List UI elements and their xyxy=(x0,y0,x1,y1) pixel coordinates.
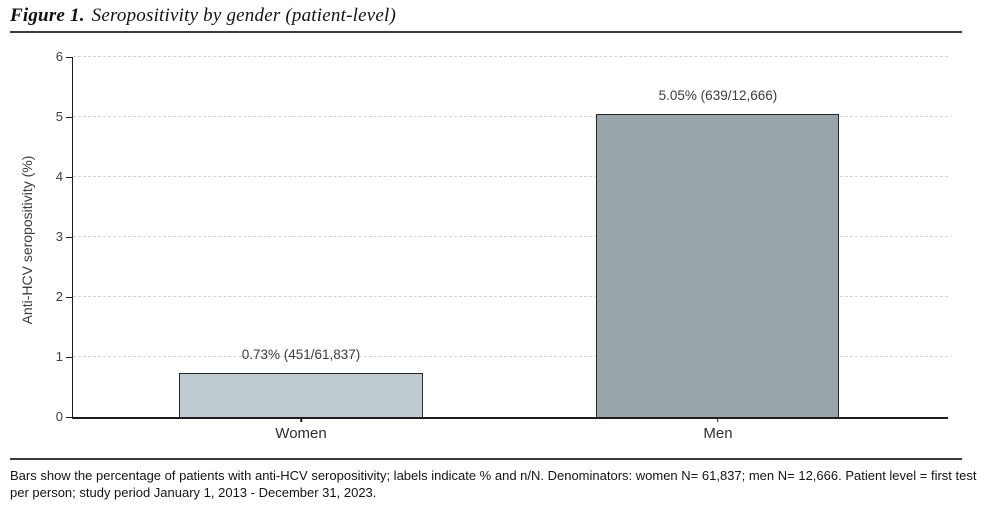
gridline xyxy=(73,236,948,237)
y-tick-label: 5 xyxy=(55,109,63,124)
y-axis-tick xyxy=(66,416,73,418)
gridline xyxy=(73,56,948,57)
gridline xyxy=(73,356,948,357)
y-axis-tick xyxy=(66,176,73,179)
y-tick-label: 3 xyxy=(55,229,63,244)
y-tick-label: 1 xyxy=(55,349,63,365)
y-tick-label: 4 xyxy=(55,169,63,185)
x-axis-tick xyxy=(300,417,302,422)
x-tick-label: Men xyxy=(703,425,733,442)
gridline xyxy=(73,296,948,297)
figure-label: Figure 1. xyxy=(10,5,85,26)
x-tick-label: Women xyxy=(275,425,327,442)
y-tick-label: 2 xyxy=(55,289,63,305)
plot-area: 0 1 2 3 4 5 6 0.73% (451/61,837) Women 5.05% (639… xyxy=(56,50,948,442)
y-axis-tick xyxy=(66,356,73,359)
figure-title: Figure 1. Seropositivity by gender (patie… xyxy=(10,5,396,27)
figure-caption: Seropositivity by gender (patient-level) xyxy=(91,5,396,26)
gridline xyxy=(73,116,948,117)
y-axis-tick xyxy=(66,296,73,299)
y-tick-label: 0 xyxy=(55,409,63,424)
title-divider xyxy=(10,31,962,33)
gridline xyxy=(73,176,948,177)
bar-value-label: 0.73% (451/61,837) xyxy=(241,347,361,363)
footnote-divider xyxy=(10,458,962,460)
y-tick-label: 6 xyxy=(55,49,63,64)
y-axis-tick xyxy=(66,56,73,58)
y-axis-tick xyxy=(66,236,73,238)
footnote-text: Bars show the percentage of patients wit… xyxy=(10,468,977,500)
bar-men xyxy=(596,114,840,417)
y-axis-tick xyxy=(66,116,73,118)
bar-women xyxy=(179,373,423,417)
bar-value-label: 5.05% (639/12,666) xyxy=(658,88,778,103)
x-axis-tick xyxy=(717,417,719,422)
